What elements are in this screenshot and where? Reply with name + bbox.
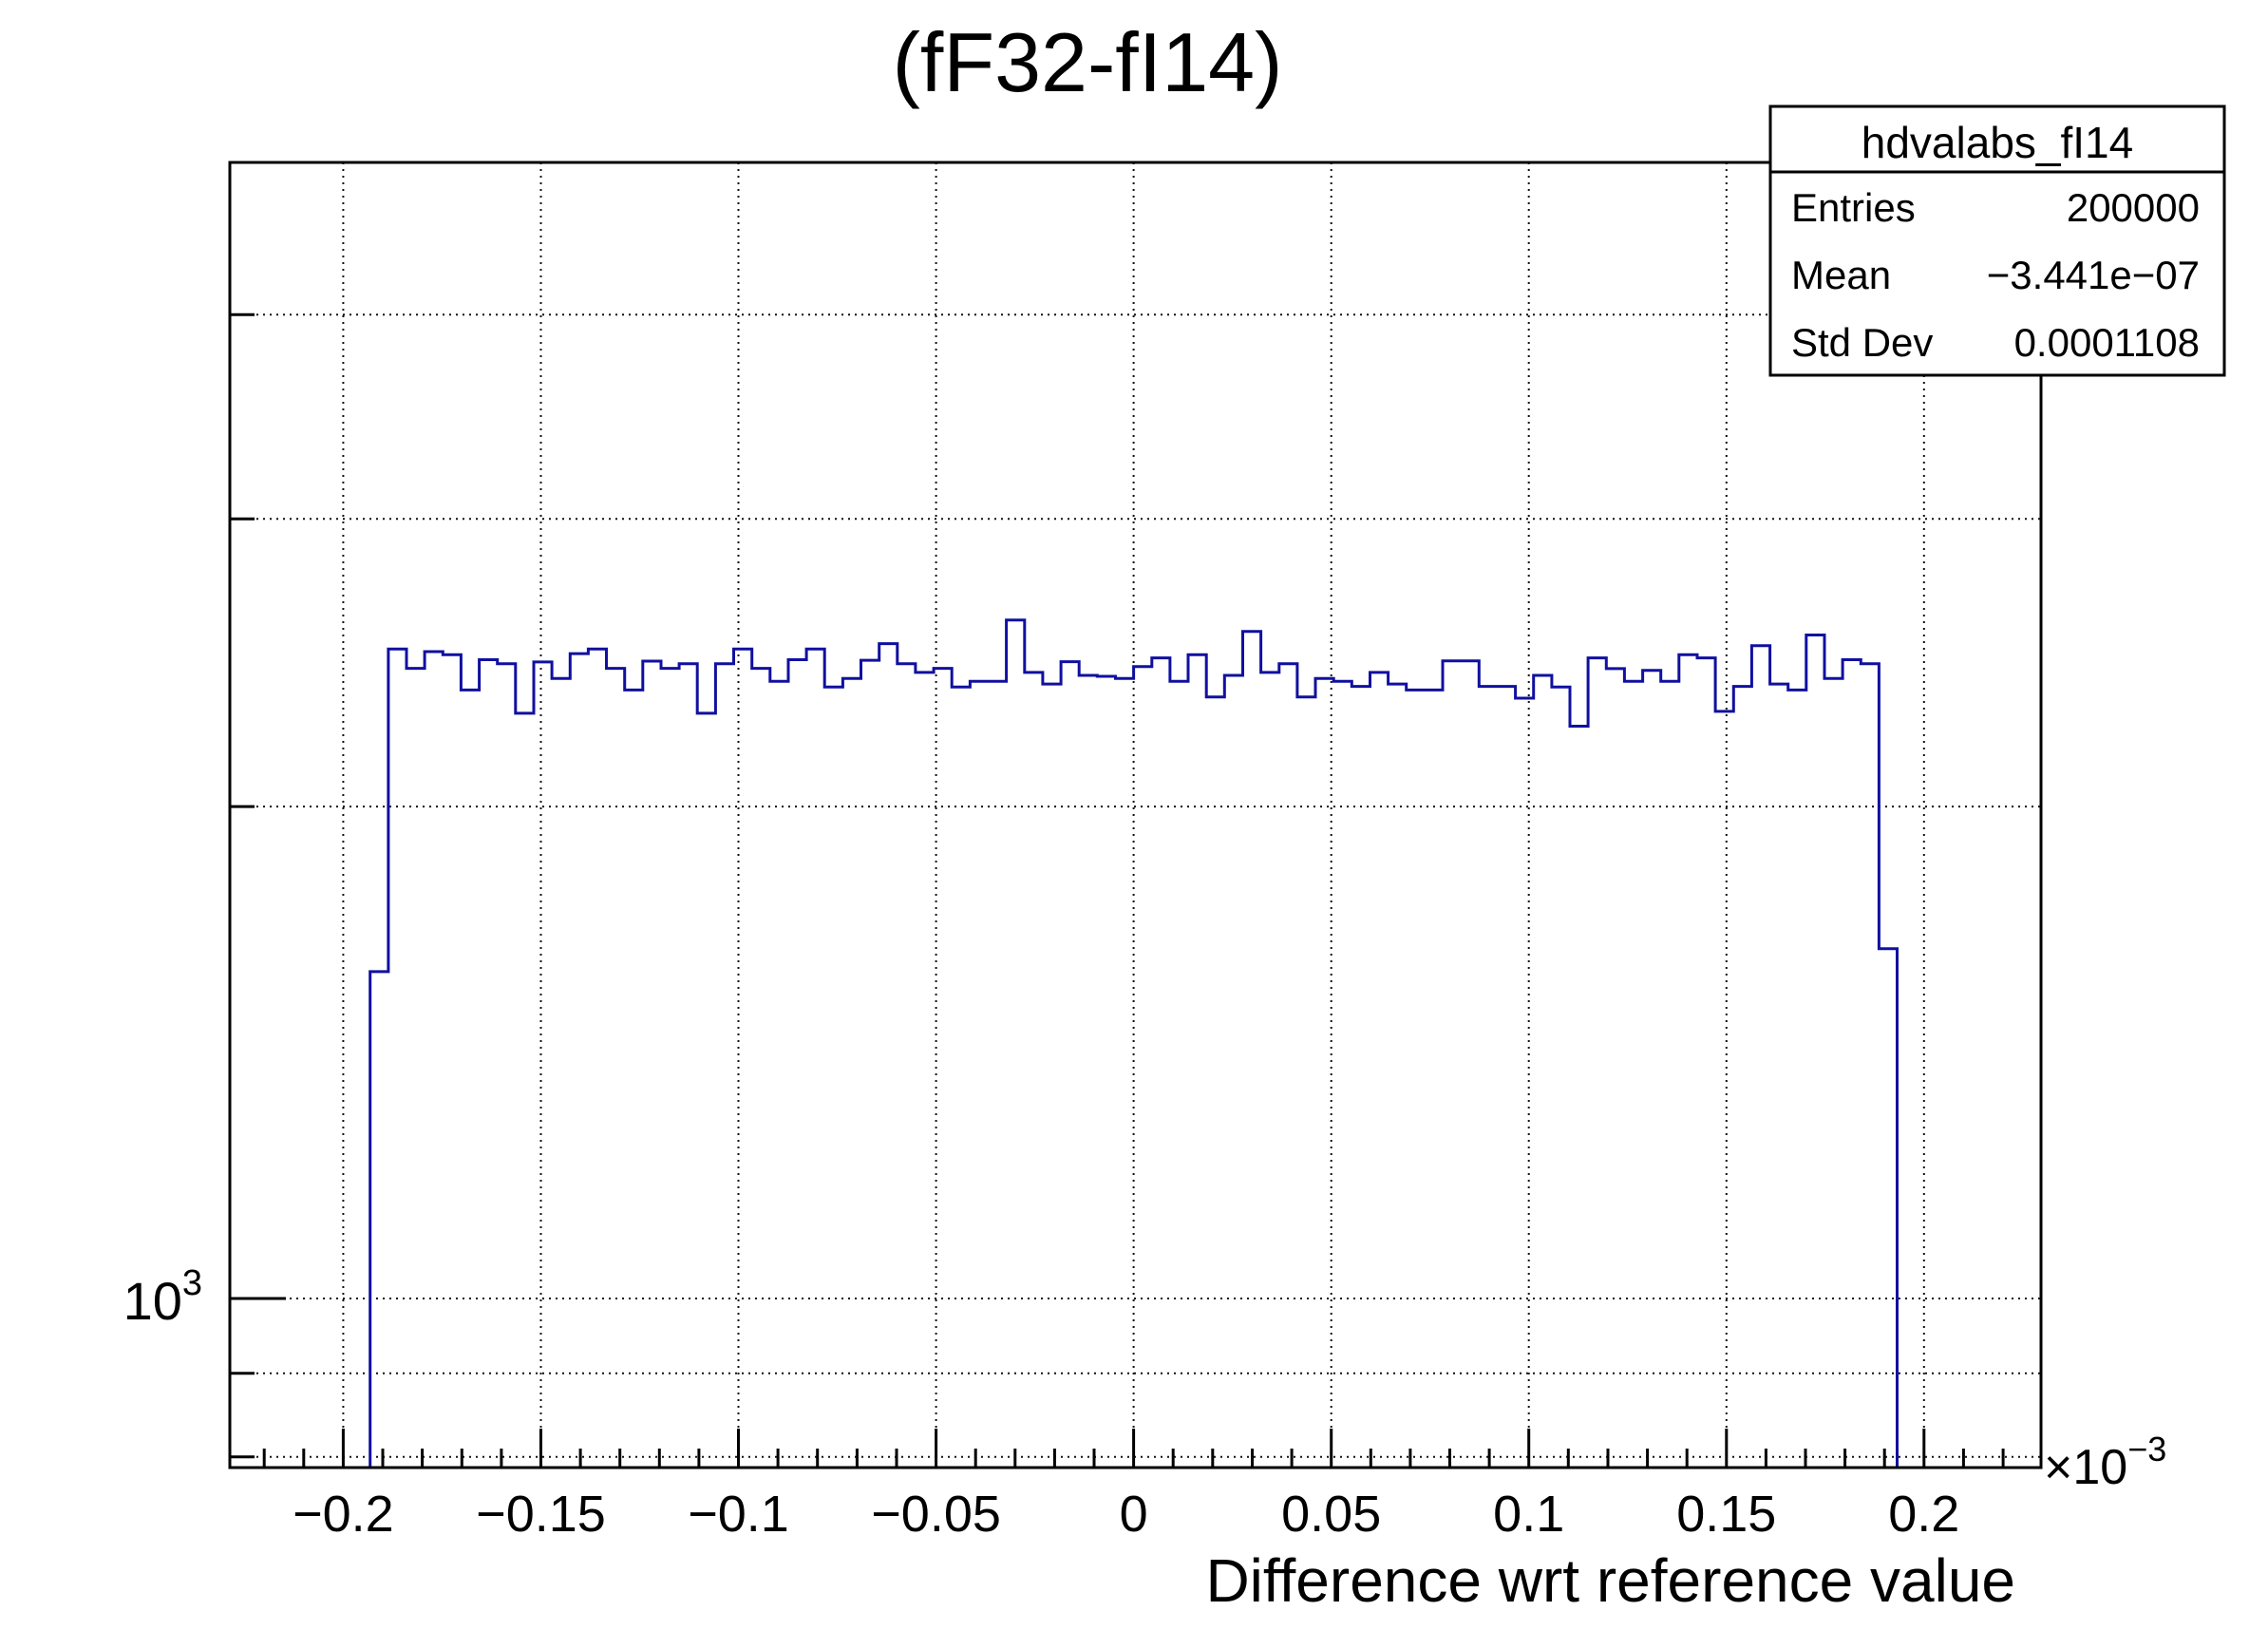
x-tick-label: 0.05 bbox=[1281, 1486, 1381, 1543]
stats-entries-label: Entries bbox=[1791, 185, 1916, 230]
y-axis-label-base: 10 bbox=[123, 1271, 182, 1331]
stats-title: hdvalabs_fI14 bbox=[1862, 118, 2133, 167]
x-axis-multiplier-exponent: −3 bbox=[2127, 1430, 2166, 1469]
x-tick-label: −0.15 bbox=[476, 1486, 606, 1543]
stats-entries-value: 200000 bbox=[2067, 185, 2200, 230]
stats-box: hdvalabs_fI14 Entries 200000 Mean −3.441… bbox=[1768, 104, 2226, 377]
y-axis-label-exponent: 3 bbox=[182, 1263, 202, 1303]
x-tick-label: −0.2 bbox=[293, 1486, 394, 1543]
plot-area: −0.2 −0.15 −0.1 −0.05 0 0.05 0.1 0.15 0.2 bbox=[228, 161, 2043, 1543]
x-tick-label: 0.1 bbox=[1493, 1486, 1564, 1543]
x-tick-label: −0.05 bbox=[871, 1486, 1001, 1543]
stats-mean-label: Mean bbox=[1791, 253, 1891, 297]
y-axis-label: 103 bbox=[123, 1263, 202, 1331]
x-axis-multiplier-base: ×10 bbox=[2044, 1440, 2127, 1495]
x-tick-label: 0 bbox=[1120, 1486, 1148, 1543]
stats-stddev-value: 0.0001108 bbox=[2014, 320, 2200, 365]
plot-title: (fF32-fI14) bbox=[893, 15, 1283, 109]
x-tick-label: 0.2 bbox=[1888, 1486, 1959, 1543]
x-axis-title: Difference wrt reference value bbox=[1205, 1546, 2015, 1615]
stats-stddev-label: Std Dev bbox=[1791, 320, 1933, 365]
stats-mean-value: −3.441e−07 bbox=[1987, 253, 2200, 297]
stats-box-frame bbox=[1768, 104, 2226, 377]
plot-frame bbox=[228, 161, 2043, 1469]
x-tick-label: −0.1 bbox=[688, 1486, 789, 1543]
x-tick-label: 0.15 bbox=[1676, 1486, 1776, 1543]
x-axis-multiplier: ×10−3 bbox=[2044, 1430, 2166, 1495]
histogram-line bbox=[369, 618, 1899, 1468]
